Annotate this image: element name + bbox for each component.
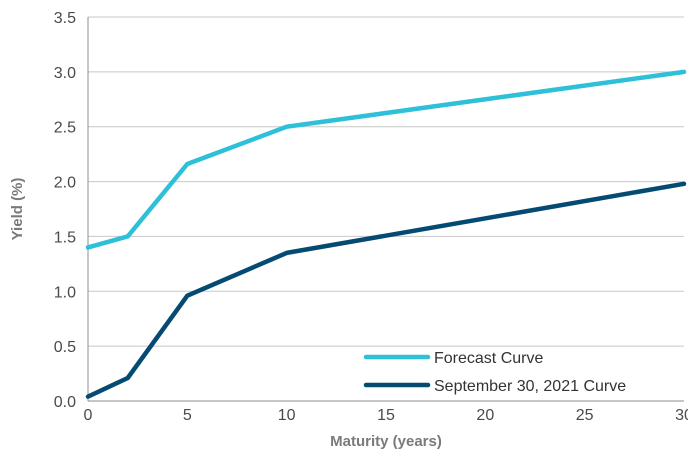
axes <box>87 17 684 402</box>
y-tick-label: 1.5 <box>54 229 76 246</box>
y-tick-label: 0.5 <box>54 339 76 356</box>
x-tick-label: 20 <box>476 407 494 424</box>
series-line-0 <box>85 69 687 250</box>
y-axis-title: Yield (%) <box>9 178 26 241</box>
y-tick-label: 1.0 <box>54 284 76 301</box>
legend-label-september-2021: September 30, 2021 Curve <box>434 378 626 395</box>
x-tick-labels: 0 5 10 15 20 25 30 <box>84 407 688 424</box>
gridlines <box>88 16 684 347</box>
y-tick-label: 3.0 <box>54 65 76 82</box>
x-tick-label: 5 <box>183 407 192 424</box>
y-tick-label: 3.5 <box>54 10 76 27</box>
x-axis-title: Maturity (years) <box>330 433 442 450</box>
y-tick-labels: 0.0 0.5 1.0 1.5 2.0 2.5 3.0 3.5 <box>54 10 76 411</box>
y-tick-label: 2.0 <box>54 175 76 192</box>
legend-label-forecast: Forecast Curve <box>434 350 543 367</box>
x-tick-label: 10 <box>278 407 296 424</box>
x-tick-label: 30 <box>675 407 688 424</box>
x-tick-label: 25 <box>576 407 594 424</box>
y-tick-label: 0.0 <box>54 394 76 411</box>
series-lines <box>85 69 687 399</box>
x-tick-label: 0 <box>84 407 93 424</box>
y-tick-label: 2.5 <box>54 120 76 137</box>
x-tick-label: 15 <box>377 407 395 424</box>
legend: Forecast Curve September 30, 2021 Curve <box>363 350 626 395</box>
series-line-1 <box>85 181 687 399</box>
